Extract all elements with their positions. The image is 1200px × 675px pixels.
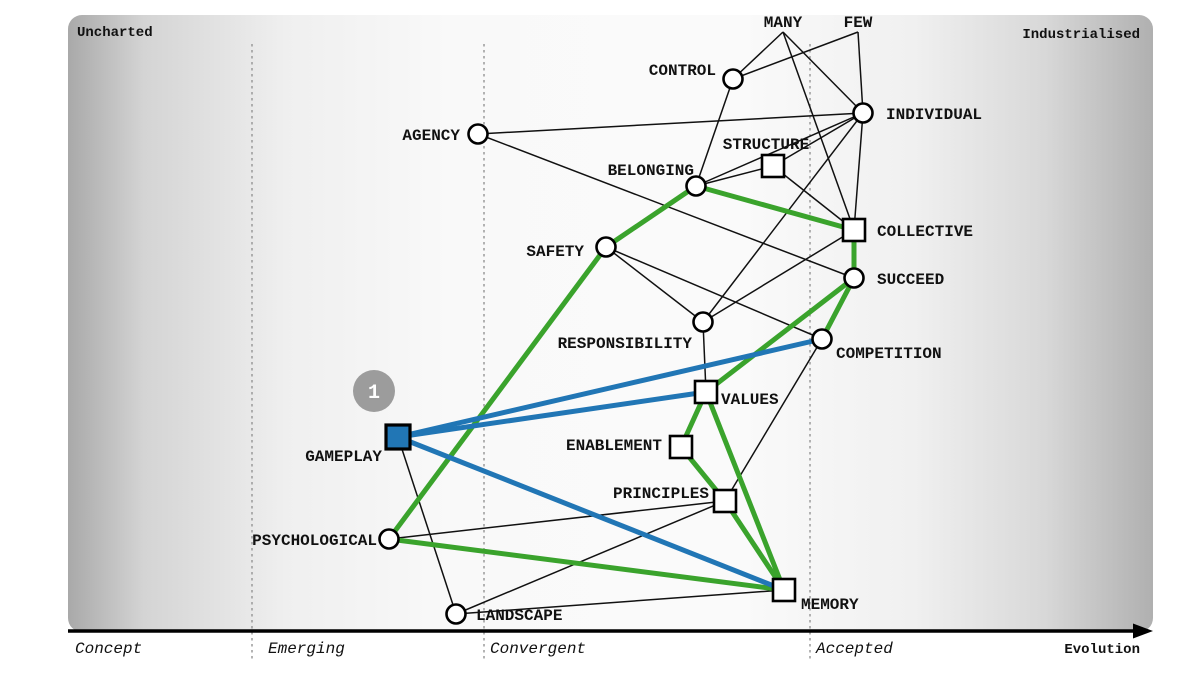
edge-principles-memory bbox=[722, 499, 787, 592]
node-gameplay[interactable] bbox=[384, 423, 412, 451]
label-memory: MEMORY bbox=[801, 596, 859, 614]
edge-succeed-values bbox=[704, 276, 856, 394]
node-control[interactable] bbox=[722, 68, 744, 90]
label-agency: AGENCY bbox=[402, 127, 460, 145]
annotation-badge-circle[interactable] bbox=[353, 370, 395, 412]
edge-succeed-competition bbox=[819, 276, 857, 341]
edge-gameplay-values bbox=[397, 389, 707, 440]
label-enablement: ENABLEMENT bbox=[566, 437, 662, 455]
edge-landscape-memory bbox=[455, 589, 785, 615]
edge-competition-principles bbox=[724, 338, 823, 502]
node-agency[interactable] bbox=[467, 123, 489, 145]
stage-label-convergent: Convergent bbox=[490, 640, 586, 658]
uncharted-label: Uncharted bbox=[77, 25, 153, 41]
edge-gameplay-landscape bbox=[397, 436, 457, 615]
edge-control-belonging bbox=[695, 78, 734, 187]
node-safety[interactable] bbox=[595, 236, 617, 258]
node-competition[interactable] bbox=[811, 328, 833, 350]
stage-label-concept: Concept bbox=[75, 640, 142, 658]
label-individual: INDIVIDUAL bbox=[886, 106, 982, 124]
annotation-badge[interactable]: 1 bbox=[353, 370, 395, 412]
edge-belonging-collective bbox=[695, 183, 855, 233]
evolution-axis-arrowhead bbox=[1133, 623, 1153, 639]
edge-landscape-principles bbox=[455, 500, 726, 615]
map-background bbox=[68, 15, 1153, 632]
edge-gameplay-competition bbox=[397, 336, 823, 440]
edge-structure-belonging bbox=[695, 165, 774, 187]
edge-psychological-memory bbox=[388, 536, 785, 593]
label-many: MANY bbox=[764, 14, 803, 32]
edge-collective-responsibility bbox=[702, 229, 855, 323]
edge-many-collective bbox=[782, 31, 855, 231]
node-individual[interactable] bbox=[852, 102, 874, 124]
label-values: VALUES bbox=[721, 391, 779, 409]
label-few: FEW bbox=[844, 14, 873, 32]
label-landscape: LANDSCAPE bbox=[476, 607, 562, 625]
node-responsibility[interactable] bbox=[692, 311, 714, 333]
edge-safety-competition bbox=[605, 246, 823, 340]
label-control: CONTROL bbox=[649, 62, 716, 80]
edge-belonging-safety bbox=[604, 183, 698, 250]
edge-gameplay-memory bbox=[397, 434, 785, 593]
node-succeed[interactable] bbox=[843, 267, 865, 289]
edge-few-individual bbox=[857, 31, 864, 114]
edge-many-control bbox=[732, 31, 784, 80]
node-collective[interactable] bbox=[841, 217, 867, 243]
edge-many-individual bbox=[782, 31, 864, 114]
label-responsibility: RESPONSIBILITY bbox=[558, 335, 693, 353]
node-enablement[interactable] bbox=[668, 434, 694, 460]
edge-safety-responsibility bbox=[605, 246, 704, 323]
label-collective: COLLECTIVE bbox=[877, 223, 973, 241]
industrialised-label: Industrialised bbox=[1022, 27, 1140, 43]
label-principles: PRINCIPLES bbox=[613, 485, 709, 503]
evolution-label: Evolution bbox=[1064, 642, 1140, 658]
edge-individual-collective bbox=[853, 112, 864, 231]
edge-structure-individual bbox=[772, 112, 864, 167]
edge-safety-psychological bbox=[386, 245, 609, 541]
node-principles[interactable] bbox=[712, 488, 738, 514]
label-safety: SAFETY bbox=[526, 243, 584, 261]
node-belonging[interactable] bbox=[685, 175, 707, 197]
edge-few-control bbox=[732, 31, 859, 80]
edge-agency-individual bbox=[477, 112, 864, 135]
node-psychological[interactable] bbox=[378, 528, 400, 550]
label-gameplay: GAMEPLAY bbox=[305, 448, 382, 466]
label-structure: STRUCTURE bbox=[723, 136, 809, 154]
edge-structure-collective bbox=[772, 165, 855, 231]
stage-label-emerging: Emerging bbox=[268, 640, 345, 658]
node-landscape[interactable] bbox=[445, 603, 467, 625]
label-competition: COMPETITION bbox=[836, 345, 942, 363]
label-psychological: PSYCHOLOGICAL bbox=[252, 532, 377, 550]
edge-psychological-principles bbox=[388, 500, 726, 540]
annotation-badge-number: 1 bbox=[368, 382, 380, 405]
stage-label-accepted: Accepted bbox=[815, 640, 893, 658]
edge-values-memory bbox=[703, 391, 787, 591]
edge-individual-responsibility bbox=[702, 112, 864, 323]
edge-individual-belonging bbox=[695, 112, 864, 187]
node-values[interactable] bbox=[693, 379, 719, 405]
node-memory[interactable] bbox=[771, 577, 797, 603]
evolution-axis: Evolution bbox=[68, 623, 1153, 658]
node-structure[interactable] bbox=[760, 153, 786, 179]
label-belonging: BELONGING bbox=[608, 162, 694, 180]
label-succeed: SUCCEED bbox=[877, 271, 944, 289]
